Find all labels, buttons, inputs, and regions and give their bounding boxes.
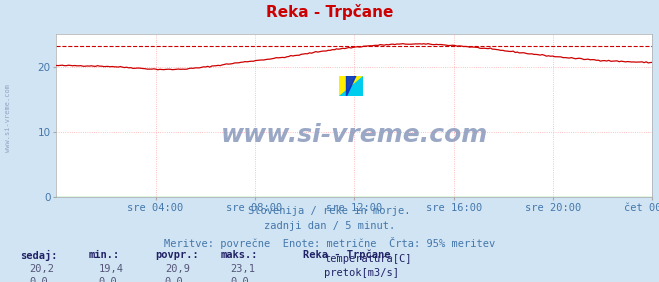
Text: 19,4: 19,4 [99,264,124,274]
Text: 20,9: 20,9 [165,264,190,274]
Text: pretok[m3/s]: pretok[m3/s] [324,268,399,278]
Text: 0,0: 0,0 [165,277,183,282]
Text: 0,0: 0,0 [30,277,48,282]
Text: min.:: min.: [89,250,120,259]
Text: povpr.:: povpr.: [155,250,198,259]
Text: www.si-vreme.com: www.si-vreme.com [221,123,488,147]
Text: sedaj:: sedaj: [20,250,57,261]
Text: Reka - Trpčane: Reka - Trpčane [266,4,393,20]
Text: 0,0: 0,0 [231,277,249,282]
Text: 0,0: 0,0 [99,277,117,282]
Polygon shape [339,76,363,96]
Text: Meritve: povrečne  Enote: metrične  Črta: 95% meritev: Meritve: povrečne Enote: metrične Črta: … [164,237,495,249]
Text: Reka - Trpčane: Reka - Trpčane [303,250,391,260]
Text: zadnji dan / 5 minut.: zadnji dan / 5 minut. [264,221,395,231]
Text: 20,2: 20,2 [30,264,55,274]
Text: 23,1: 23,1 [231,264,256,274]
Polygon shape [347,76,356,96]
Text: temperatura[C]: temperatura[C] [324,254,412,265]
Text: maks.:: maks.: [221,250,258,259]
Text: Slovenija / reke in morje.: Slovenija / reke in morje. [248,206,411,216]
Polygon shape [339,76,363,96]
Text: www.si-vreme.com: www.si-vreme.com [5,84,11,153]
